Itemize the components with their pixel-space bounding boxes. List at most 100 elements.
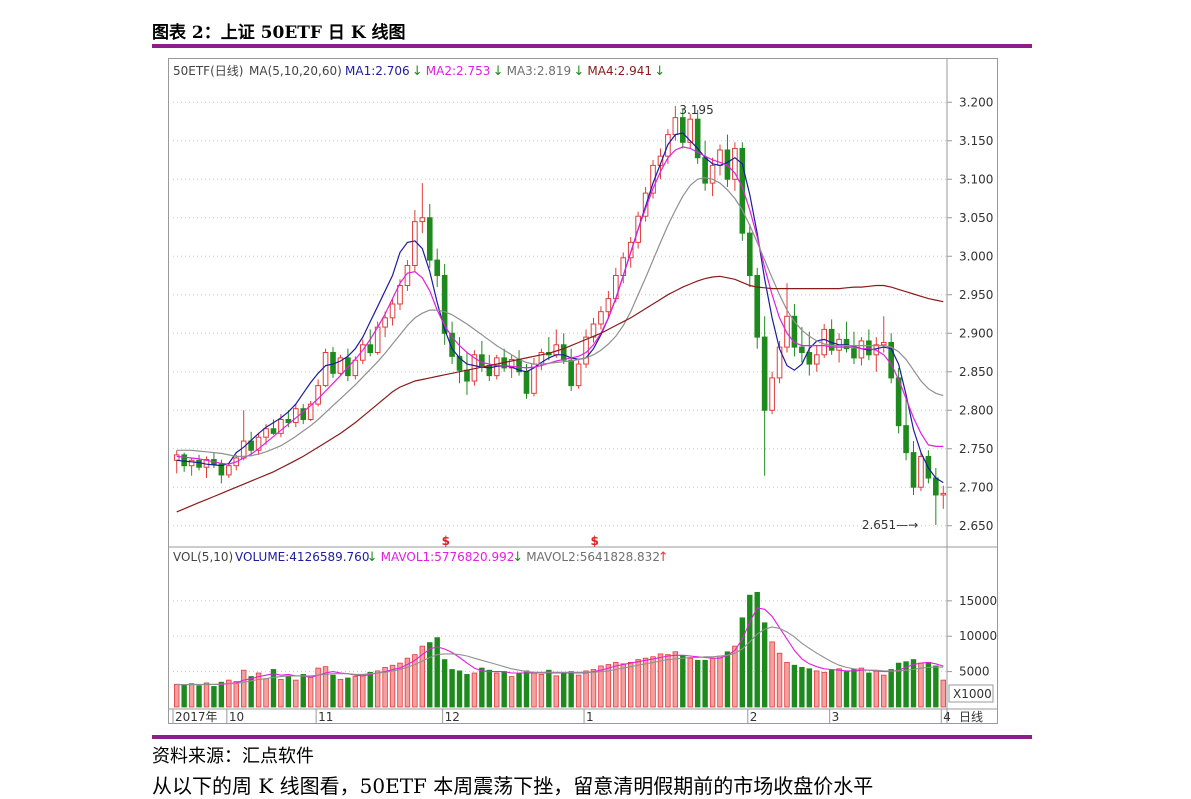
volume-bar — [910, 659, 917, 708]
volume-bar — [419, 645, 426, 708]
candle-body — [933, 477, 939, 496]
price-tick-label: 2.850 — [959, 365, 993, 379]
volume-tick-label: 5000 — [959, 665, 990, 679]
high-price-label: 3.195 — [679, 103, 713, 117]
price-tick-label: 3.000 — [959, 249, 993, 263]
volume-bar — [903, 661, 909, 708]
candle-body — [605, 298, 612, 313]
candle-body — [761, 336, 768, 411]
volume-bar — [925, 662, 932, 708]
candle-body — [196, 459, 202, 468]
candle-body — [799, 346, 805, 353]
volume-bar — [471, 672, 478, 708]
candle-body — [419, 217, 426, 223]
volume-bar — [895, 662, 902, 708]
volume-bar — [672, 651, 679, 708]
volume-bar — [449, 669, 455, 708]
volume-bar — [858, 667, 865, 708]
date-label: 3 — [832, 710, 840, 723]
candle-body — [508, 358, 515, 369]
candle-body — [367, 344, 374, 353]
volume-bar — [873, 670, 880, 708]
candle-body — [851, 348, 857, 359]
volume-bar — [598, 665, 604, 708]
volume-bar — [404, 657, 411, 708]
candle-body — [880, 341, 887, 346]
date-label: 1 — [586, 710, 594, 723]
volume-bar — [605, 664, 612, 708]
candle-body — [828, 328, 835, 351]
candle-body — [940, 492, 947, 496]
candle-body — [806, 352, 813, 365]
volume-bar — [367, 671, 373, 708]
date-label: 10 — [229, 710, 244, 723]
candle-body — [813, 354, 820, 365]
candle-body — [479, 354, 485, 367]
candle-body — [307, 403, 314, 420]
volume-bar — [747, 594, 753, 708]
volume-header-arrow: ↓ — [367, 550, 378, 565]
volume-bar — [754, 591, 760, 708]
volume-bar — [374, 670, 381, 708]
date-label: 2017年 — [175, 710, 218, 723]
kline-header-item: MA4:2.941 — [587, 64, 652, 78]
volume-header-arrow: ↓ — [512, 550, 523, 565]
candle-body — [292, 408, 299, 424]
volume-bar — [806, 668, 813, 708]
kline-header-name: 50ETF(日线) — [173, 64, 243, 78]
volume-bar — [427, 642, 433, 708]
volume-header-item: MAVOL1:5776820.992 — [381, 550, 515, 564]
date-label: 11 — [318, 710, 333, 723]
volume-bar — [508, 676, 515, 708]
volume-bar — [918, 662, 924, 708]
candle-body — [337, 357, 344, 374]
price-tick-label: 3.150 — [959, 134, 993, 148]
volume-bar — [538, 674, 545, 708]
candle-body — [843, 338, 850, 350]
volume-bar — [642, 657, 649, 708]
volume-bar — [620, 663, 626, 708]
candle-body — [434, 259, 441, 277]
kline-chart-frame: 3.200 3.150 3.100 3.050 3.000 2.950 2.900 2.850… — [168, 58, 998, 724]
volume-bar — [635, 659, 641, 708]
candle-body — [575, 363, 582, 387]
volume-bar — [694, 659, 701, 708]
date-label: 2 — [750, 710, 758, 723]
volume-bar — [285, 675, 292, 708]
volume-bar — [248, 676, 254, 708]
volume-bar — [174, 683, 180, 708]
signal-marker: $ — [590, 534, 598, 548]
volume-bar — [717, 655, 723, 708]
volume-bar — [412, 654, 418, 708]
volume-bar — [814, 670, 820, 708]
volume-bar — [330, 674, 336, 708]
candle-body — [903, 425, 909, 454]
volume-bar — [791, 664, 798, 708]
candle-body — [426, 217, 433, 261]
bottom-rule — [152, 735, 1032, 739]
volume-bar — [307, 676, 314, 708]
volume-bar — [821, 671, 827, 708]
price-tick-label: 2.800 — [959, 403, 993, 417]
price-tick-label: 2.750 — [959, 442, 993, 456]
candle-body — [560, 344, 567, 361]
candle-body — [441, 275, 448, 334]
candle-body — [218, 463, 225, 476]
candle-body — [173, 454, 180, 461]
candle-body — [910, 452, 917, 488]
kline-header-arrow: ↓ — [573, 64, 584, 79]
signal-marker: $ — [442, 534, 450, 548]
period-label: 日线 — [959, 710, 983, 723]
candle-body — [553, 344, 560, 356]
date-label: 12 — [445, 710, 460, 723]
volume-bar — [940, 679, 946, 708]
volume-bar — [270, 669, 277, 708]
volume-bar — [828, 669, 835, 708]
volume-bar — [360, 674, 366, 708]
ma2-line — [176, 146, 944, 465]
candle-body — [694, 118, 701, 159]
candle-body — [389, 303, 396, 319]
volume-bar — [888, 669, 894, 708]
volume-bar — [322, 666, 329, 708]
volume-bar — [211, 686, 217, 708]
